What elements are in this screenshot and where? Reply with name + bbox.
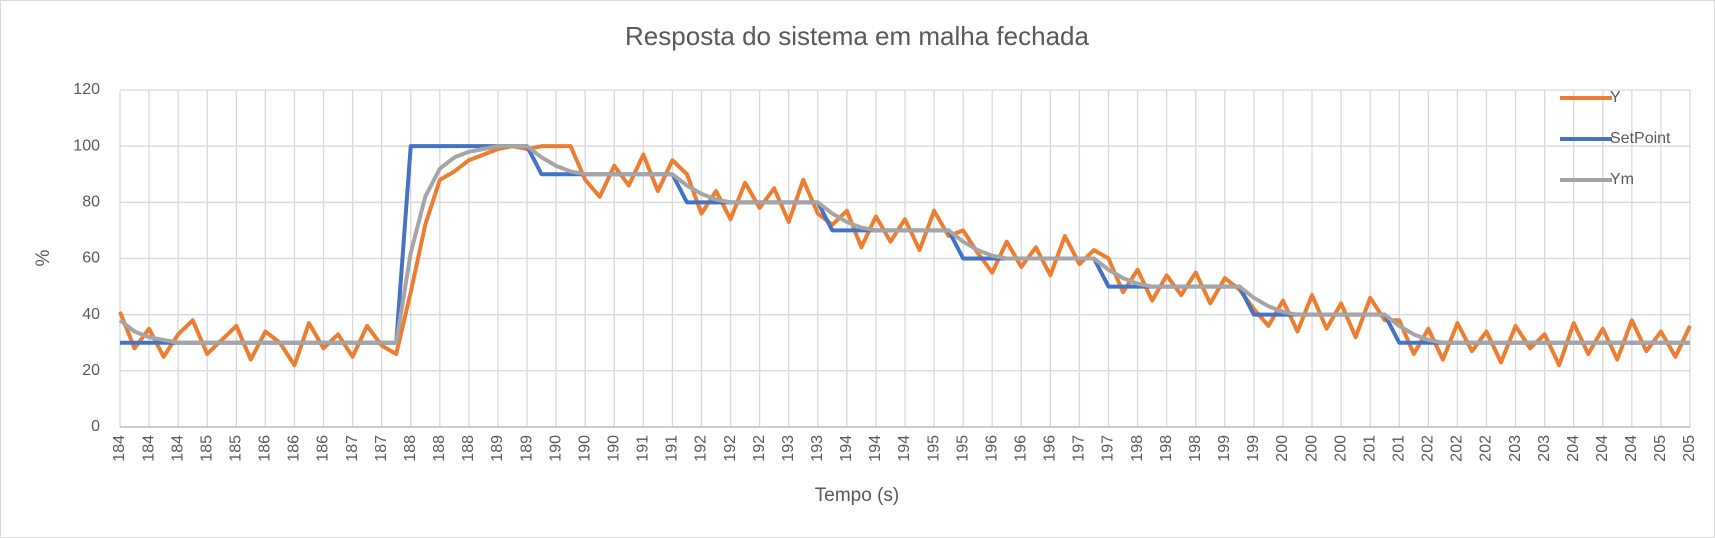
y-tick-label: 80 bbox=[82, 194, 100, 211]
x-tick-label: 184 bbox=[111, 435, 128, 462]
y-tick-label: 20 bbox=[82, 362, 100, 379]
x-tick-label: 186 bbox=[315, 435, 332, 462]
x-tick-label: 189 bbox=[489, 435, 506, 462]
x-tick-label: 190 bbox=[576, 435, 593, 462]
x-tick-label: 205 bbox=[1681, 435, 1698, 462]
x-tick-label: 188 bbox=[402, 435, 419, 462]
x-tick-label: 184 bbox=[169, 435, 186, 462]
x-tick-label: 201 bbox=[1390, 435, 1407, 462]
x-tick-label: 195 bbox=[925, 435, 942, 462]
x-tick-label: 197 bbox=[1071, 435, 1088, 462]
x-tick-label: 187 bbox=[373, 435, 390, 462]
x-tick-label: 204 bbox=[1623, 435, 1640, 462]
x-tick-label: 186 bbox=[286, 435, 303, 462]
y-tick-label: 100 bbox=[73, 137, 100, 154]
x-tick-label: 194 bbox=[867, 435, 884, 462]
legend-label: Y bbox=[1610, 89, 1621, 106]
x-tick-label: 198 bbox=[1158, 435, 1175, 462]
y-tick-label: 0 bbox=[91, 418, 100, 435]
x-tick-label: 191 bbox=[664, 435, 681, 462]
x-tick-label: 202 bbox=[1449, 435, 1466, 462]
x-tick-label: 199 bbox=[1245, 435, 1262, 462]
x-tick-label: 187 bbox=[344, 435, 361, 462]
series-line bbox=[118, 144, 1692, 368]
x-tick-label: 186 bbox=[257, 435, 274, 462]
x-tick-label: 190 bbox=[605, 435, 622, 462]
x-tick-label: 185 bbox=[198, 435, 215, 462]
x-tick-label: 203 bbox=[1507, 435, 1524, 462]
x-tick-label: 202 bbox=[1478, 435, 1495, 462]
x-tick-label: 203 bbox=[1536, 435, 1553, 462]
x-tick-label: 192 bbox=[722, 435, 739, 462]
x-tick-label: 193 bbox=[809, 435, 826, 462]
x-tick-label: 194 bbox=[896, 435, 913, 462]
y-tick-label: 120 bbox=[73, 81, 100, 98]
x-tick-label: 184 bbox=[140, 435, 157, 462]
x-tick-label: 192 bbox=[693, 435, 710, 462]
y-tick-label: 40 bbox=[82, 306, 100, 323]
x-tick-label: 197 bbox=[1100, 435, 1117, 462]
y-axis-title: % bbox=[33, 249, 54, 266]
x-tick-label: 196 bbox=[1042, 435, 1059, 462]
series-line bbox=[118, 144, 1690, 345]
x-tick-label: 202 bbox=[1420, 435, 1437, 462]
x-tick-label: 191 bbox=[635, 435, 652, 462]
chart-title: Resposta do sistema em malha fechada bbox=[625, 21, 1089, 51]
x-tick-label: 192 bbox=[751, 435, 768, 462]
x-tick-label: 193 bbox=[780, 435, 797, 462]
x-tick-label: 200 bbox=[1332, 435, 1349, 462]
x-tick-label: 201 bbox=[1361, 435, 1378, 462]
x-tick-label: 199 bbox=[1216, 435, 1233, 462]
x-tick-label: 200 bbox=[1274, 435, 1291, 462]
x-tick-label: 188 bbox=[460, 435, 477, 462]
x-tick-label: 204 bbox=[1565, 435, 1582, 462]
x-tick-label: 194 bbox=[838, 435, 855, 462]
x-tick-label: 196 bbox=[983, 435, 1000, 462]
x-axis-title: Tempo (s) bbox=[815, 485, 899, 506]
x-tick-label: 200 bbox=[1303, 435, 1320, 462]
x-tick-label: 188 bbox=[431, 435, 448, 462]
legend-label: Ym bbox=[1610, 171, 1634, 188]
x-tick-label: 195 bbox=[954, 435, 971, 462]
x-tick-label: 205 bbox=[1652, 435, 1669, 462]
x-tick-label: 190 bbox=[547, 435, 564, 462]
x-tick-label: 198 bbox=[1187, 435, 1204, 462]
legend-label: SetPoint bbox=[1610, 130, 1671, 147]
x-tick-label: 185 bbox=[228, 435, 245, 462]
x-tick-label: 204 bbox=[1594, 435, 1611, 462]
y-tick-label: 60 bbox=[82, 250, 100, 267]
x-tick-label: 189 bbox=[518, 435, 535, 462]
x-tick-label: 198 bbox=[1129, 435, 1146, 462]
x-tick-label: 196 bbox=[1013, 435, 1030, 462]
